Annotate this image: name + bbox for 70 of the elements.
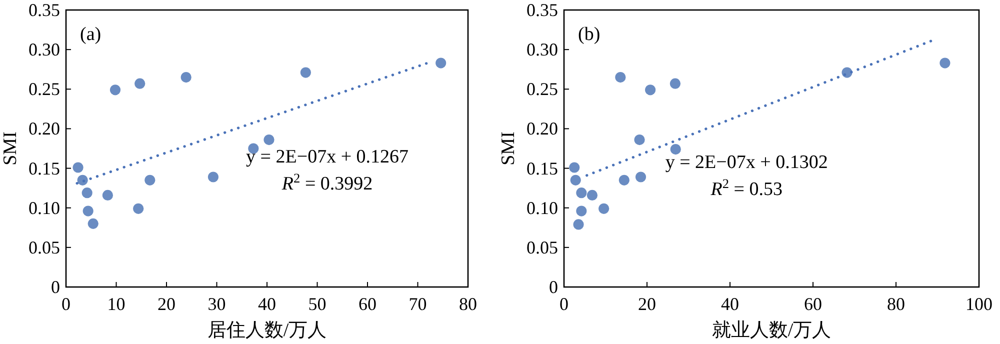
- y-tick-label: 0.25: [526, 79, 558, 100]
- point: [77, 174, 88, 186]
- x-axis-title: 居住人数/万人: [207, 320, 327, 341]
- annotation: y = 2E−07x + 0.1302: [665, 152, 828, 173]
- y-tick-label: 0.15: [28, 158, 60, 178]
- annotation: R$^{2}$ = 0.3992: [280, 170, 373, 194]
- point: [576, 206, 587, 216]
- x-tick-label: 40: [721, 294, 739, 314]
- point: [670, 78, 681, 89]
- point: [645, 84, 656, 96]
- point: [144, 174, 156, 186]
- annotation: R$^{2}$ = 0.53: [710, 175, 782, 200]
- x-tick-label: 60: [358, 294, 376, 314]
- point: [264, 134, 274, 146]
- y-tick-label: 0.05: [526, 237, 558, 258]
- text: (a): [80, 24, 102, 45]
- x-tick-label: 60: [804, 294, 822, 314]
- point: [82, 188, 92, 198]
- y-tick-label: 0.10: [526, 198, 558, 218]
- x-axis-title: 就业人数/万人: [712, 320, 832, 341]
- y-tick-label: 0.35: [28, 0, 60, 20]
- y-tick-label: 0.20: [526, 118, 558, 139]
- point: [615, 72, 626, 83]
- x-tick-label: 70: [408, 294, 427, 314]
- y-tick-label: 0.30: [28, 40, 60, 60]
- point: [102, 190, 114, 200]
- point: [134, 78, 146, 89]
- y-tick-label: 0.15: [526, 158, 558, 178]
- point: [635, 172, 646, 182]
- y-tick-label: 0.05: [28, 237, 60, 258]
- y-axis-title: SMI: [0, 132, 21, 166]
- point: [940, 58, 950, 68]
- y-axis-title: SMI: [498, 132, 519, 166]
- point: [670, 144, 681, 155]
- point: [436, 58, 446, 68]
- point: [618, 174, 630, 186]
- point: [598, 203, 610, 214]
- point: [72, 162, 84, 173]
- y-tick-label: 0.25: [28, 79, 60, 100]
- text: (b): [578, 24, 600, 45]
- point: [586, 190, 598, 200]
- x-tick-label: 80: [887, 294, 905, 314]
- y-tick-label: 0.10: [28, 198, 60, 218]
- x-tick-label: 10: [107, 294, 126, 314]
- point: [110, 84, 121, 96]
- x-tick-label: 20: [158, 294, 176, 314]
- point: [300, 67, 311, 78]
- x-tick-label: 40: [258, 294, 276, 314]
- x-tick-label: 20: [638, 294, 656, 314]
- point: [133, 203, 144, 214]
- x-tick-label: 50: [308, 294, 326, 314]
- y-tick-label: 0.30: [526, 40, 558, 60]
- x-tick-label: 100: [966, 294, 992, 314]
- point: [569, 162, 580, 173]
- point: [248, 143, 259, 154]
- point: [634, 134, 645, 146]
- point: [576, 188, 587, 198]
- point: [180, 72, 192, 83]
- y-tick-label: 0: [549, 277, 558, 297]
- point: [82, 206, 94, 216]
- point: [570, 174, 581, 186]
- x-tick-label: 30: [208, 294, 226, 314]
- y-tick-label: 0: [51, 277, 60, 297]
- point: [208, 172, 219, 182]
- y-tick-label: 0.20: [28, 118, 60, 139]
- point: [573, 219, 584, 230]
- annotation: y = 2E−07x + 0.1267: [246, 146, 409, 168]
- x-tick-label: 80: [459, 294, 477, 314]
- point: [88, 218, 98, 229]
- y-tick-label: 0.35: [526, 0, 558, 20]
